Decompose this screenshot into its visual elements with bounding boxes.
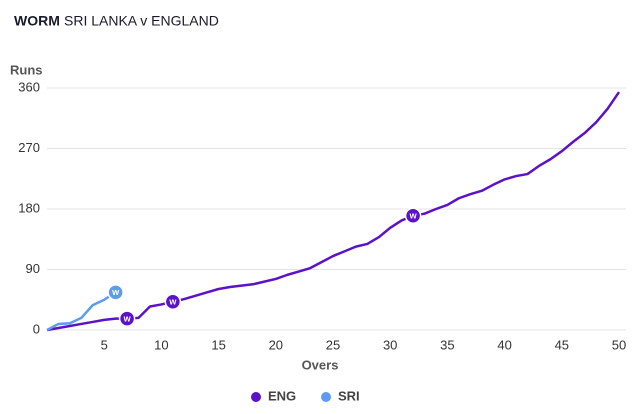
x-tick-label: 5 xyxy=(101,337,108,352)
y-tick-label: 270 xyxy=(18,140,40,155)
y-axis-label: Runs xyxy=(10,62,43,77)
wicket-marker xyxy=(164,293,182,311)
wicket-label: W xyxy=(168,297,177,307)
y-tick-label: 360 xyxy=(18,79,40,94)
legend-swatch xyxy=(251,392,261,402)
y-tick-label: 90 xyxy=(26,261,40,276)
x-tick-label: 40 xyxy=(497,337,511,352)
x-tick-label: 35 xyxy=(440,337,454,352)
legend-label: ENG xyxy=(268,388,296,403)
legend-swatch xyxy=(321,392,331,402)
series-line xyxy=(46,291,117,332)
y-tick-label: 180 xyxy=(18,200,40,215)
x-tick-label: 50 xyxy=(612,337,626,352)
wicket-marker xyxy=(118,310,136,327)
wicket-marker xyxy=(404,207,422,224)
x-tick-label: 45 xyxy=(555,337,569,352)
wicket-label: W xyxy=(111,287,120,297)
wicket-marker xyxy=(107,284,124,301)
chart-subtitle: SRI LANKA v ENGLAND xyxy=(64,13,219,29)
x-axis-label: Overs xyxy=(302,357,339,372)
wicket-label: W xyxy=(409,211,418,221)
wicket-label: W xyxy=(123,313,132,323)
y-tick-label: 0 xyxy=(33,321,40,336)
legend-label: SRI xyxy=(338,388,360,403)
series-line xyxy=(46,91,621,332)
x-tick-label: 15 xyxy=(211,337,225,352)
chart-title: WORM xyxy=(14,13,60,29)
x-tick-label: 25 xyxy=(326,337,340,352)
x-tick-label: 20 xyxy=(269,337,283,352)
x-tick-label: 10 xyxy=(154,337,168,352)
x-tick-label: 30 xyxy=(383,337,397,352)
